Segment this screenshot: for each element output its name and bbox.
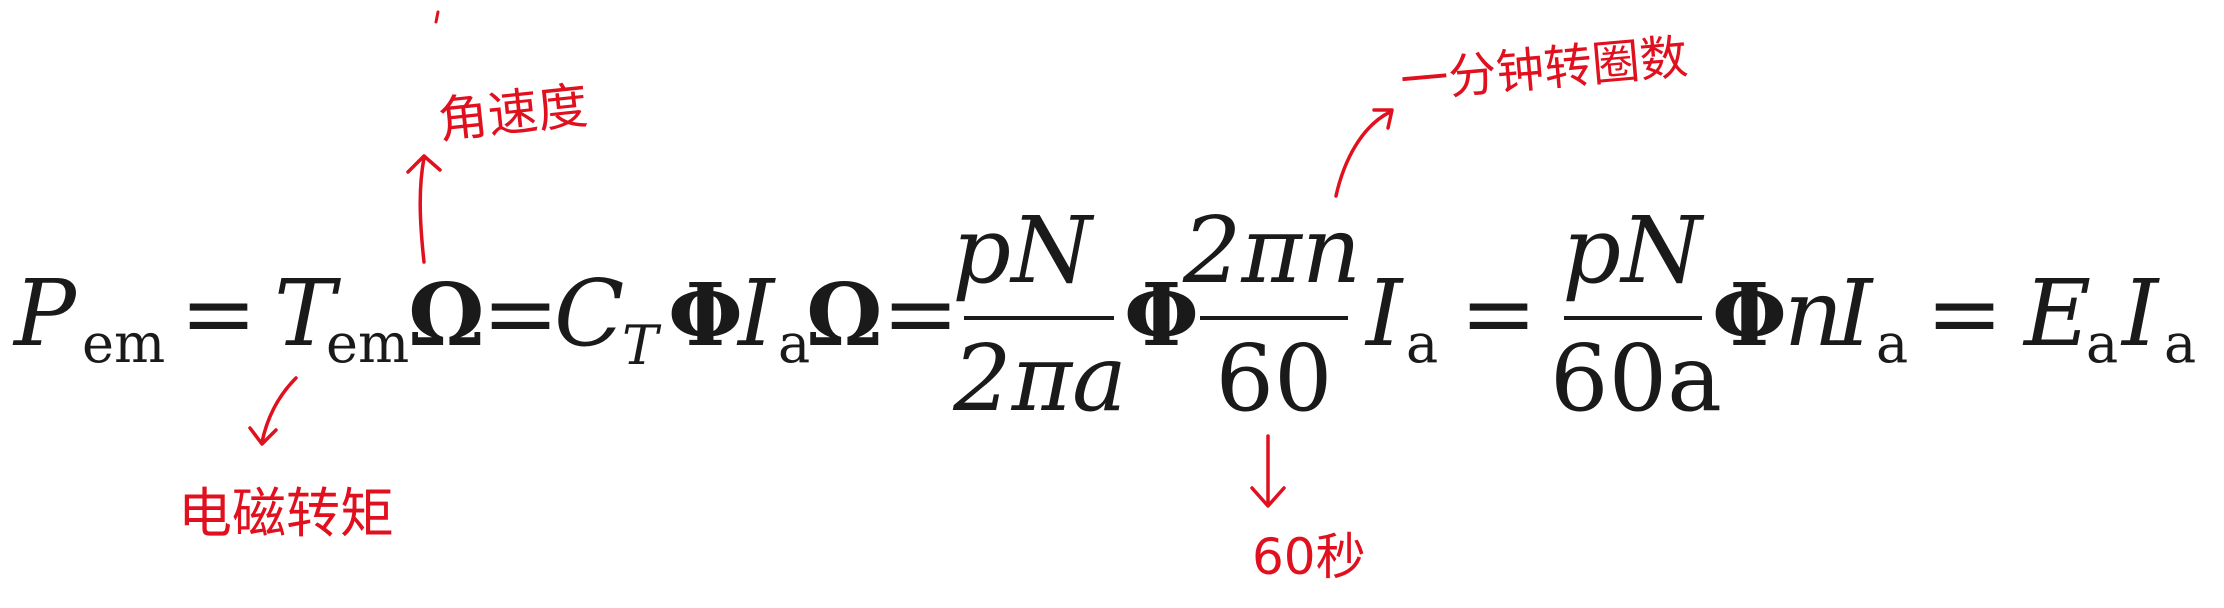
subscript-a: a xyxy=(1406,312,1438,375)
fraction-numerator: pN xyxy=(1562,197,1705,304)
symbol-i: I xyxy=(2120,260,2160,367)
symbol-t: T xyxy=(274,260,341,367)
fraction-denominator: 60a xyxy=(1550,325,1722,432)
subscript-em: em xyxy=(82,312,165,375)
annotation-text: 60秒 xyxy=(1252,528,1366,586)
stray-mark xyxy=(434,10,440,24)
denominator-60: 60a xyxy=(1550,325,1722,432)
symbol-c: C xyxy=(554,260,624,367)
down-arrow-icon xyxy=(248,376,298,446)
equals-sign: = xyxy=(882,260,959,367)
curved-arrow-icon xyxy=(1334,108,1394,198)
subscript-a: a xyxy=(778,312,810,375)
subscript-a: a xyxy=(2086,312,2118,375)
equals-sign: = xyxy=(1460,260,1537,367)
symbol-phi: Φ xyxy=(668,265,743,366)
annotation-text: 一分钟转圈数 xyxy=(1398,29,1690,110)
fraction-numerator: pN xyxy=(952,197,1095,304)
symbol-i: I xyxy=(1834,260,1874,367)
symbol-i: I xyxy=(736,260,776,367)
fraction-numerator: 2πn xyxy=(1182,197,1361,304)
annotation-text: 角速度 xyxy=(435,77,590,150)
symbol-phi: Φ xyxy=(1712,265,1787,366)
symbol-p: P xyxy=(12,260,78,367)
annotation-angular-speed: 角速度 xyxy=(406,10,590,264)
symbol-n: n xyxy=(1784,260,1843,367)
equals-sign: = xyxy=(1926,260,2003,367)
equals-sign: = xyxy=(180,260,257,367)
annotation-revolutions-per-minute: 一分钟转圈数 xyxy=(1334,29,1690,198)
subscript-a: a xyxy=(2164,312,2196,375)
subscript-em: em xyxy=(326,312,409,375)
symbol-e: E xyxy=(2022,260,2091,367)
symbol-omega: Ω xyxy=(806,265,883,366)
annotation-text: 电磁转矩 xyxy=(178,482,394,545)
formula: P em = T em Ω = C T Φ I a Ω = pN 2πa Φ 2… xyxy=(12,197,2196,432)
symbol-i: I xyxy=(1364,260,1404,367)
symbol-omega: Ω xyxy=(408,265,485,366)
annotation-em-torque: 电磁转矩 xyxy=(178,376,394,545)
fraction-denominator: 60 xyxy=(1215,325,1332,432)
fraction-denominator: 2πa xyxy=(952,325,1127,432)
subscript-t: T xyxy=(622,314,662,377)
down-arrow-icon xyxy=(1250,434,1286,508)
equals-sign: = xyxy=(482,260,559,367)
up-arrow-icon xyxy=(406,154,442,264)
subscript-a: a xyxy=(1876,312,1908,375)
annotation-sixty-seconds: 60秒 xyxy=(1250,434,1366,586)
symbol-phi: Φ xyxy=(1124,265,1199,366)
